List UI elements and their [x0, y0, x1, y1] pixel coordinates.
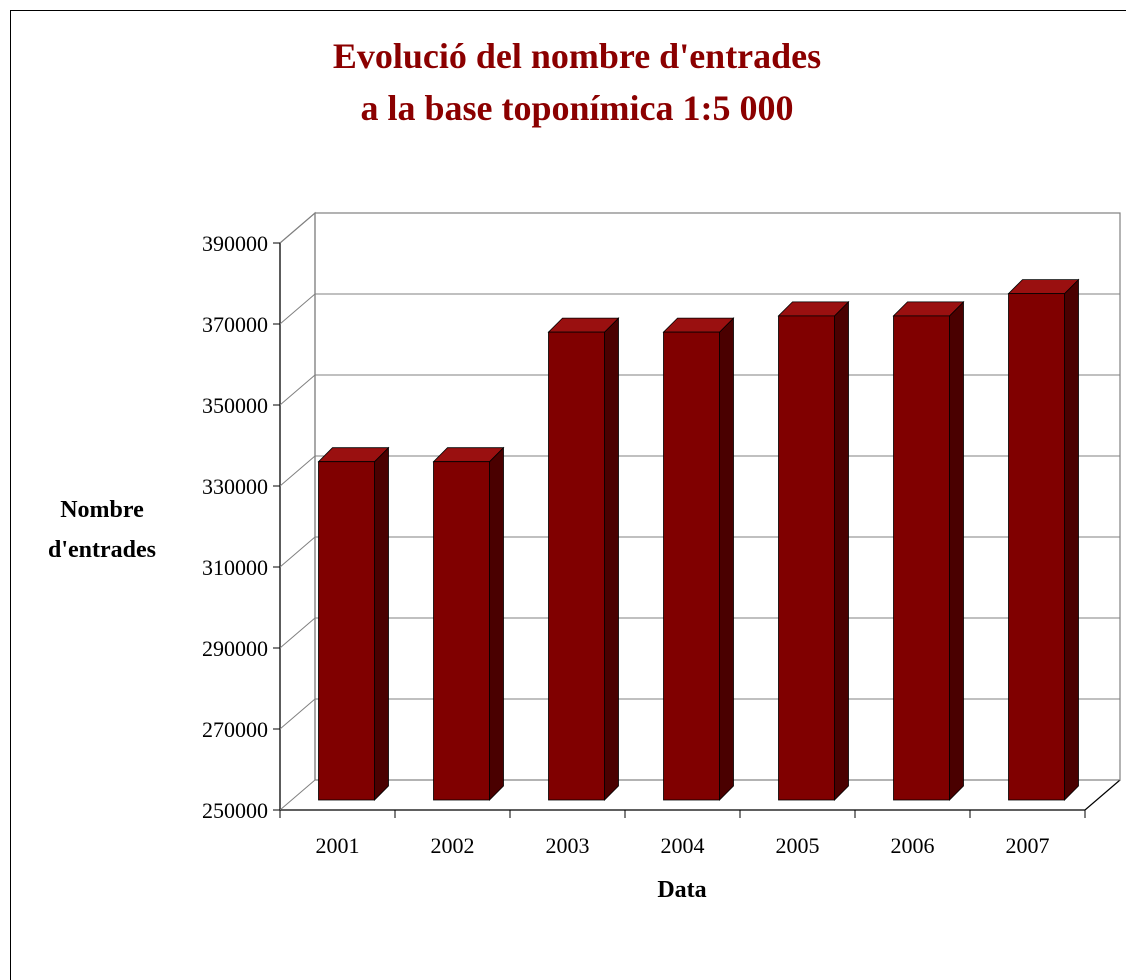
- bar-front: [433, 461, 490, 801]
- bar: [432, 446, 505, 801]
- y-tick-label: 250000: [202, 798, 268, 823]
- bar: [892, 300, 965, 801]
- y-tick-label: 270000: [202, 717, 268, 742]
- x-tick-label: 2006: [891, 833, 935, 858]
- bar-side: [489, 446, 504, 801]
- bar: [662, 317, 735, 801]
- bar-front: [893, 315, 950, 801]
- bar-front: [318, 461, 375, 801]
- bar-side: [834, 300, 849, 801]
- gridline: [279, 617, 1120, 649]
- gridline: [279, 212, 1120, 244]
- y-tick-label: 390000: [202, 231, 268, 256]
- y-axis-ticks: 250000 270000 290000 310000 330000 350000 3700…: [202, 231, 280, 823]
- y-tick-label: 310000: [202, 555, 268, 580]
- y-tick-label: 370000: [202, 312, 268, 337]
- x-tick-label: 2005: [776, 833, 820, 858]
- chart-title-line-1: Evolució del nombre d'entrades: [333, 36, 821, 76]
- gridline: [279, 698, 1120, 730]
- y-tick-label: 350000: [202, 393, 268, 418]
- bar: [547, 317, 620, 801]
- bar-front: [1008, 293, 1065, 801]
- bar-front: [548, 331, 605, 801]
- gridline: [279, 455, 1120, 487]
- y-tick-label: 290000: [202, 636, 268, 661]
- gridlines: [279, 212, 1120, 811]
- y-axis-title-line-1: Nombre: [60, 497, 144, 523]
- x-tick-label: 2004: [661, 833, 705, 858]
- bar: [777, 300, 850, 801]
- bar-side: [719, 317, 734, 801]
- x-axis-title: Data: [657, 877, 706, 903]
- x-tick-label: 2007: [1006, 833, 1050, 858]
- bar-side: [604, 317, 619, 801]
- x-axis-ticks: 2001 2002 2003 2004 2005 2006 2007: [279, 810, 1086, 858]
- chart-title-line-2: a la base toponímica 1:5 000: [360, 88, 793, 128]
- gridline: [279, 293, 1120, 325]
- gridline: [279, 374, 1120, 406]
- bar-front: [778, 315, 835, 801]
- bar: [317, 446, 390, 801]
- bar-side: [374, 446, 389, 801]
- y-axis-title-line-2: d'entrades: [48, 537, 156, 563]
- gridline: [279, 779, 1120, 811]
- side-wall: [279, 211, 316, 810]
- bar: [1007, 278, 1080, 801]
- y-tick-label: 330000: [202, 474, 268, 499]
- x-tick-label: 2002: [431, 833, 475, 858]
- bars: [317, 278, 1080, 801]
- chart-frame: [10, 10, 1126, 980]
- x-tick-label: 2003: [546, 833, 590, 858]
- bar-front: [663, 331, 720, 801]
- x-tick-label: 2001: [316, 833, 360, 858]
- bar-side: [949, 300, 964, 801]
- gridline: [279, 536, 1120, 568]
- bar-side: [1064, 278, 1079, 801]
